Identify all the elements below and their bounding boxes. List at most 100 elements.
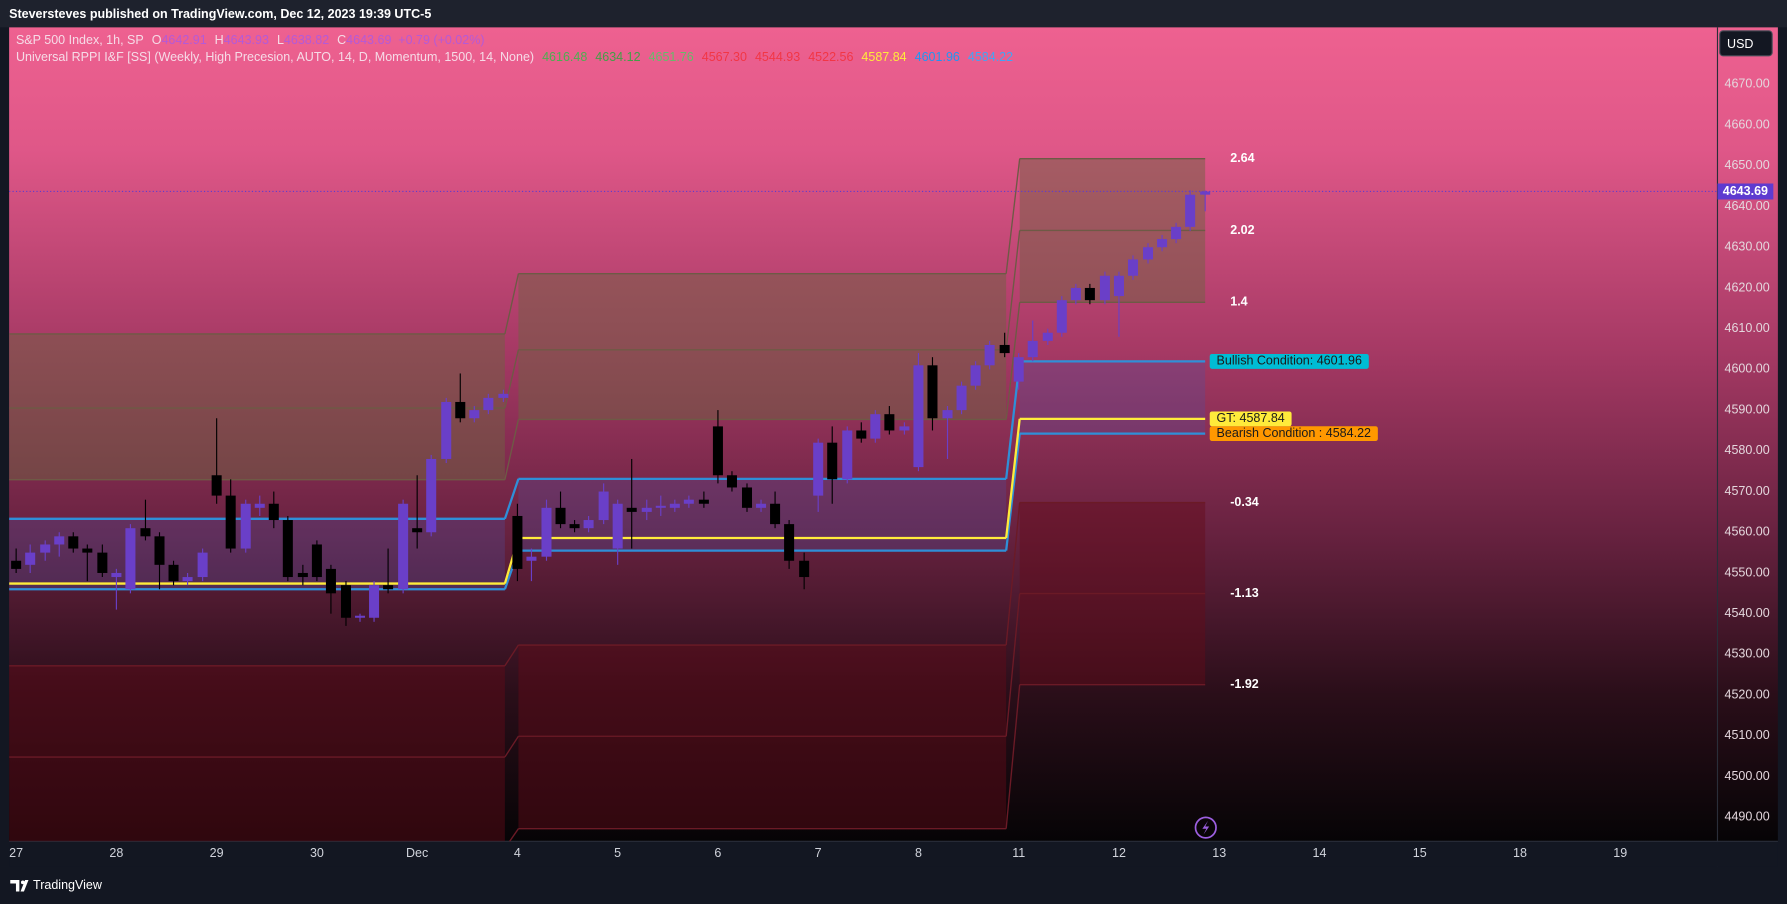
candle-body	[1171, 226, 1182, 240]
candle-body	[784, 524, 795, 561]
indicator-value: 4522.56	[808, 50, 853, 64]
candle-body	[1127, 259, 1138, 276]
y-tick-label: 4610.00	[1724, 321, 1769, 335]
indicator-line: Universal RPPI I&F [SS] (Weekly, High Pr…	[16, 50, 1013, 64]
x-tick-label: 18	[1513, 846, 1527, 860]
candle-body	[770, 503, 781, 525]
candle-body	[1013, 357, 1024, 382]
level-tag-label: Bearish Condition : 4584.22	[1217, 426, 1371, 440]
flash-icon[interactable]	[1194, 816, 1217, 839]
level-band	[1019, 502, 1206, 594]
candle-body	[626, 507, 637, 512]
indicator-value: 4584.22	[968, 50, 1013, 64]
candle-body	[111, 572, 122, 578]
indicator-value: 4601.96	[915, 50, 960, 64]
level-connector	[1005, 684, 1021, 829]
y-tick-label: 4590.00	[1724, 402, 1769, 416]
x-tick-label: Dec	[406, 846, 428, 860]
level-label: -0.34	[1230, 495, 1259, 509]
candle-body	[1070, 287, 1081, 301]
indicator-value: 4567.30	[702, 50, 747, 64]
level-label: 1.4	[1230, 295, 1247, 309]
y-tick-label: 4570.00	[1724, 484, 1769, 498]
level-connector	[1005, 158, 1021, 274]
x-tick-label: 29	[210, 846, 224, 860]
indicator-name: Universal RPPI I&F [SS] (Weekly, High Pr…	[16, 50, 534, 64]
candle-body	[526, 556, 537, 561]
candle-body	[555, 507, 566, 525]
flash-circle[interactable]	[1194, 816, 1217, 839]
candle-body	[598, 491, 609, 521]
y-tick-label: 4510.00	[1724, 728, 1769, 742]
indicator-value: 4616.48	[542, 50, 587, 64]
candle-body	[1185, 194, 1196, 227]
candle-body	[1042, 332, 1053, 341]
candle-body	[956, 385, 967, 411]
level-band	[9, 408, 505, 480]
candle-body	[254, 503, 265, 508]
legend-value: 4643.93	[224, 33, 269, 47]
candle-body	[225, 495, 236, 549]
x-tick-label: 15	[1413, 846, 1427, 860]
candle-body	[641, 507, 652, 512]
flash-bolt[interactable]	[1202, 820, 1210, 835]
candle-body	[512, 515, 523, 569]
level-tag-label: Bullish Condition: 4601.96	[1217, 354, 1362, 368]
footer-logo[interactable]: TradingView	[10, 878, 103, 892]
level-connector	[504, 644, 519, 667]
legend-change: +0.79 (+0.02%)	[398, 33, 484, 47]
candle-body	[97, 552, 108, 573]
candle-body	[541, 507, 552, 557]
level-connector	[1005, 593, 1021, 737]
level-tag	[1209, 426, 1378, 442]
currency-label[interactable]: USD	[1727, 37, 1753, 51]
candle-body	[856, 430, 867, 439]
currency-button[interactable]: USD	[1719, 30, 1773, 57]
y-tick-label: 4540.00	[1724, 606, 1769, 620]
level-connector	[1005, 230, 1021, 350]
candle-body	[756, 503, 767, 508]
candle-body	[712, 426, 723, 476]
level-band	[1019, 593, 1206, 685]
indicator-value: 4634.12	[595, 50, 640, 64]
footer-brand[interactable]: TradingView	[33, 878, 103, 892]
level-band	[518, 645, 1007, 737]
level-tag	[1209, 411, 1292, 427]
candle-body	[899, 426, 910, 431]
candle-body	[1157, 239, 1168, 248]
indicator-value: 4544.93	[755, 50, 800, 64]
y-tick-label: 4490.00	[1724, 810, 1769, 824]
legend-line: S&P 500 Index, 1h, SP O4642.91 H4643.93 L46…	[16, 33, 485, 47]
candle-body	[398, 503, 409, 590]
y-tick-label: 4620.00	[1724, 280, 1769, 294]
candle-body	[1084, 287, 1095, 301]
candle-body	[311, 544, 322, 578]
candle-body	[54, 536, 65, 545]
candle-body	[683, 499, 694, 504]
candle-body	[483, 397, 494, 411]
level-band	[518, 349, 1007, 420]
currency-box[interactable]	[1719, 30, 1773, 57]
level-band	[518, 478, 1007, 551]
candle-body	[827, 442, 838, 480]
candle-body	[140, 528, 151, 537]
candle-body	[1027, 340, 1038, 358]
price-tag-label: 4643.69	[1723, 184, 1768, 198]
candle-body	[984, 344, 995, 366]
candle-body	[913, 365, 924, 468]
candle-body	[154, 536, 165, 565]
candle-body	[655, 505, 666, 508]
candle-body	[426, 458, 437, 533]
candle-body	[999, 344, 1010, 354]
level-connector	[504, 735, 519, 758]
candle-body	[1099, 275, 1110, 301]
x-tick-label: 5	[614, 846, 621, 860]
candle-body	[340, 585, 351, 618]
x-tick-label: 27	[9, 846, 23, 860]
level-connector	[503, 478, 520, 520]
candle-body	[942, 410, 953, 419]
y-tick-label: 4600.00	[1724, 362, 1769, 376]
candle-body	[813, 442, 824, 496]
x-tick-label: 13	[1212, 846, 1226, 860]
